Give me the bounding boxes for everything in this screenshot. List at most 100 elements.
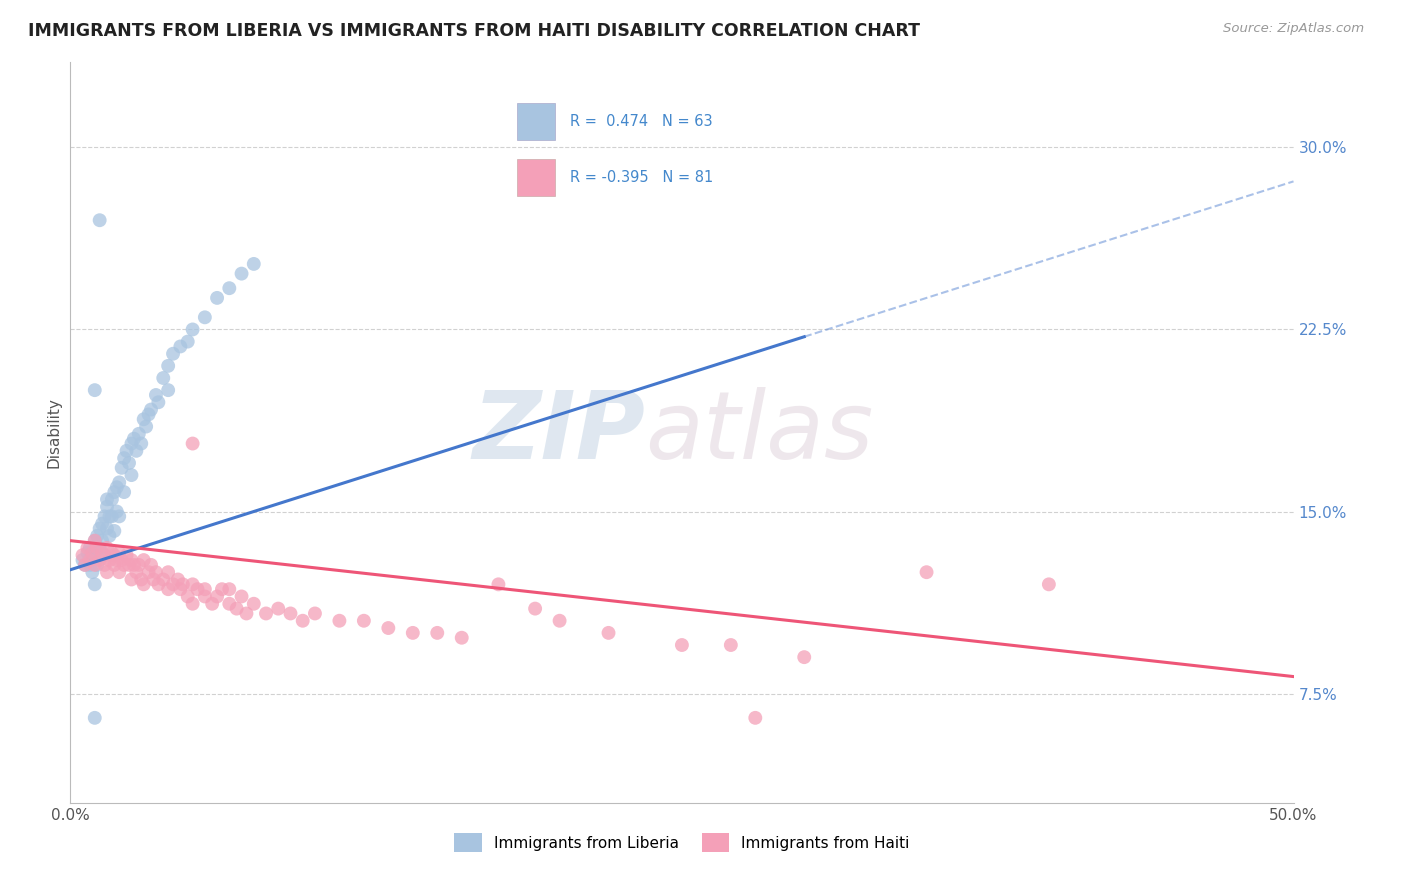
Point [1038, 577, 1060, 591]
Point [83, 533, 105, 548]
Point [243, 597, 266, 611]
Point [162, 347, 184, 361]
Point [108, 546, 131, 560]
Point [524, 601, 547, 615]
Point [211, 582, 233, 597]
Point [98, 509, 121, 524]
Point [172, 577, 194, 591]
Point [194, 310, 217, 325]
Point [122, 432, 145, 446]
Point [231, 590, 253, 604]
Point [157, 582, 180, 597]
Point [148, 577, 170, 591]
Point [148, 395, 170, 409]
Point [89, 213, 111, 227]
Point [82, 565, 104, 579]
Point [157, 359, 180, 373]
Point [218, 597, 240, 611]
Point [167, 573, 190, 587]
Point [125, 565, 148, 579]
Point [402, 626, 425, 640]
Point [162, 577, 184, 591]
Point [96, 565, 118, 579]
Point [101, 492, 124, 507]
Point [93, 548, 115, 562]
Legend: Immigrants from Liberia, Immigrants from Haiti: Immigrants from Liberia, Immigrants from… [449, 827, 915, 858]
Point [121, 573, 143, 587]
Point [108, 475, 131, 490]
Point [118, 456, 141, 470]
Point [218, 582, 240, 597]
Point [82, 546, 104, 560]
Point [186, 582, 208, 597]
Text: IMMIGRANTS FROM LIBERIA VS IMMIGRANTS FROM HAITI DISABILITY CORRELATION CHART: IMMIGRANTS FROM LIBERIA VS IMMIGRANTS FR… [28, 22, 920, 40]
Point [72, 553, 94, 567]
Point [86, 541, 108, 555]
Point [169, 582, 191, 597]
Point [194, 590, 217, 604]
Point [101, 546, 124, 560]
Point [83, 711, 105, 725]
Point [132, 412, 155, 426]
Point [112, 485, 135, 500]
Point [93, 509, 115, 524]
Point [83, 577, 105, 591]
Point [125, 443, 148, 458]
Point [76, 546, 98, 560]
Point [118, 558, 141, 572]
Point [83, 558, 105, 572]
Point [157, 565, 180, 579]
Point [426, 626, 449, 640]
Point [291, 614, 314, 628]
Point [96, 541, 118, 555]
Text: ZIP: ZIP [472, 386, 645, 479]
Point [105, 480, 128, 494]
Point [328, 614, 350, 628]
Point [86, 558, 108, 572]
Point [98, 529, 121, 543]
Point [79, 553, 101, 567]
Point [169, 339, 191, 353]
Point [231, 267, 253, 281]
Point [112, 558, 135, 572]
Point [96, 500, 118, 514]
Point [82, 548, 104, 562]
Point [98, 553, 121, 567]
Point [76, 541, 98, 555]
Point [103, 558, 125, 572]
Point [671, 638, 693, 652]
Point [89, 553, 111, 567]
Point [105, 553, 128, 567]
Point [793, 650, 815, 665]
Point [115, 548, 138, 562]
Point [353, 614, 375, 628]
Point [79, 541, 101, 555]
Point [744, 711, 766, 725]
Point [142, 573, 165, 587]
Point [83, 383, 105, 397]
Point [112, 451, 135, 466]
Point [72, 548, 94, 562]
Point [73, 558, 96, 572]
Point [128, 426, 150, 441]
Point [91, 546, 114, 560]
Point [128, 558, 150, 572]
Point [89, 541, 111, 555]
Point [139, 558, 162, 572]
Point [115, 443, 138, 458]
Point [111, 553, 134, 567]
Point [201, 597, 224, 611]
Point [103, 548, 125, 562]
Point [129, 436, 152, 450]
Point [720, 638, 742, 652]
Point [103, 485, 125, 500]
Point [235, 607, 257, 621]
Point [243, 257, 266, 271]
Point [225, 601, 247, 615]
Point [915, 565, 938, 579]
Point [181, 322, 204, 336]
Point [377, 621, 399, 635]
Point [450, 631, 472, 645]
Point [108, 565, 131, 579]
Point [177, 334, 200, 349]
